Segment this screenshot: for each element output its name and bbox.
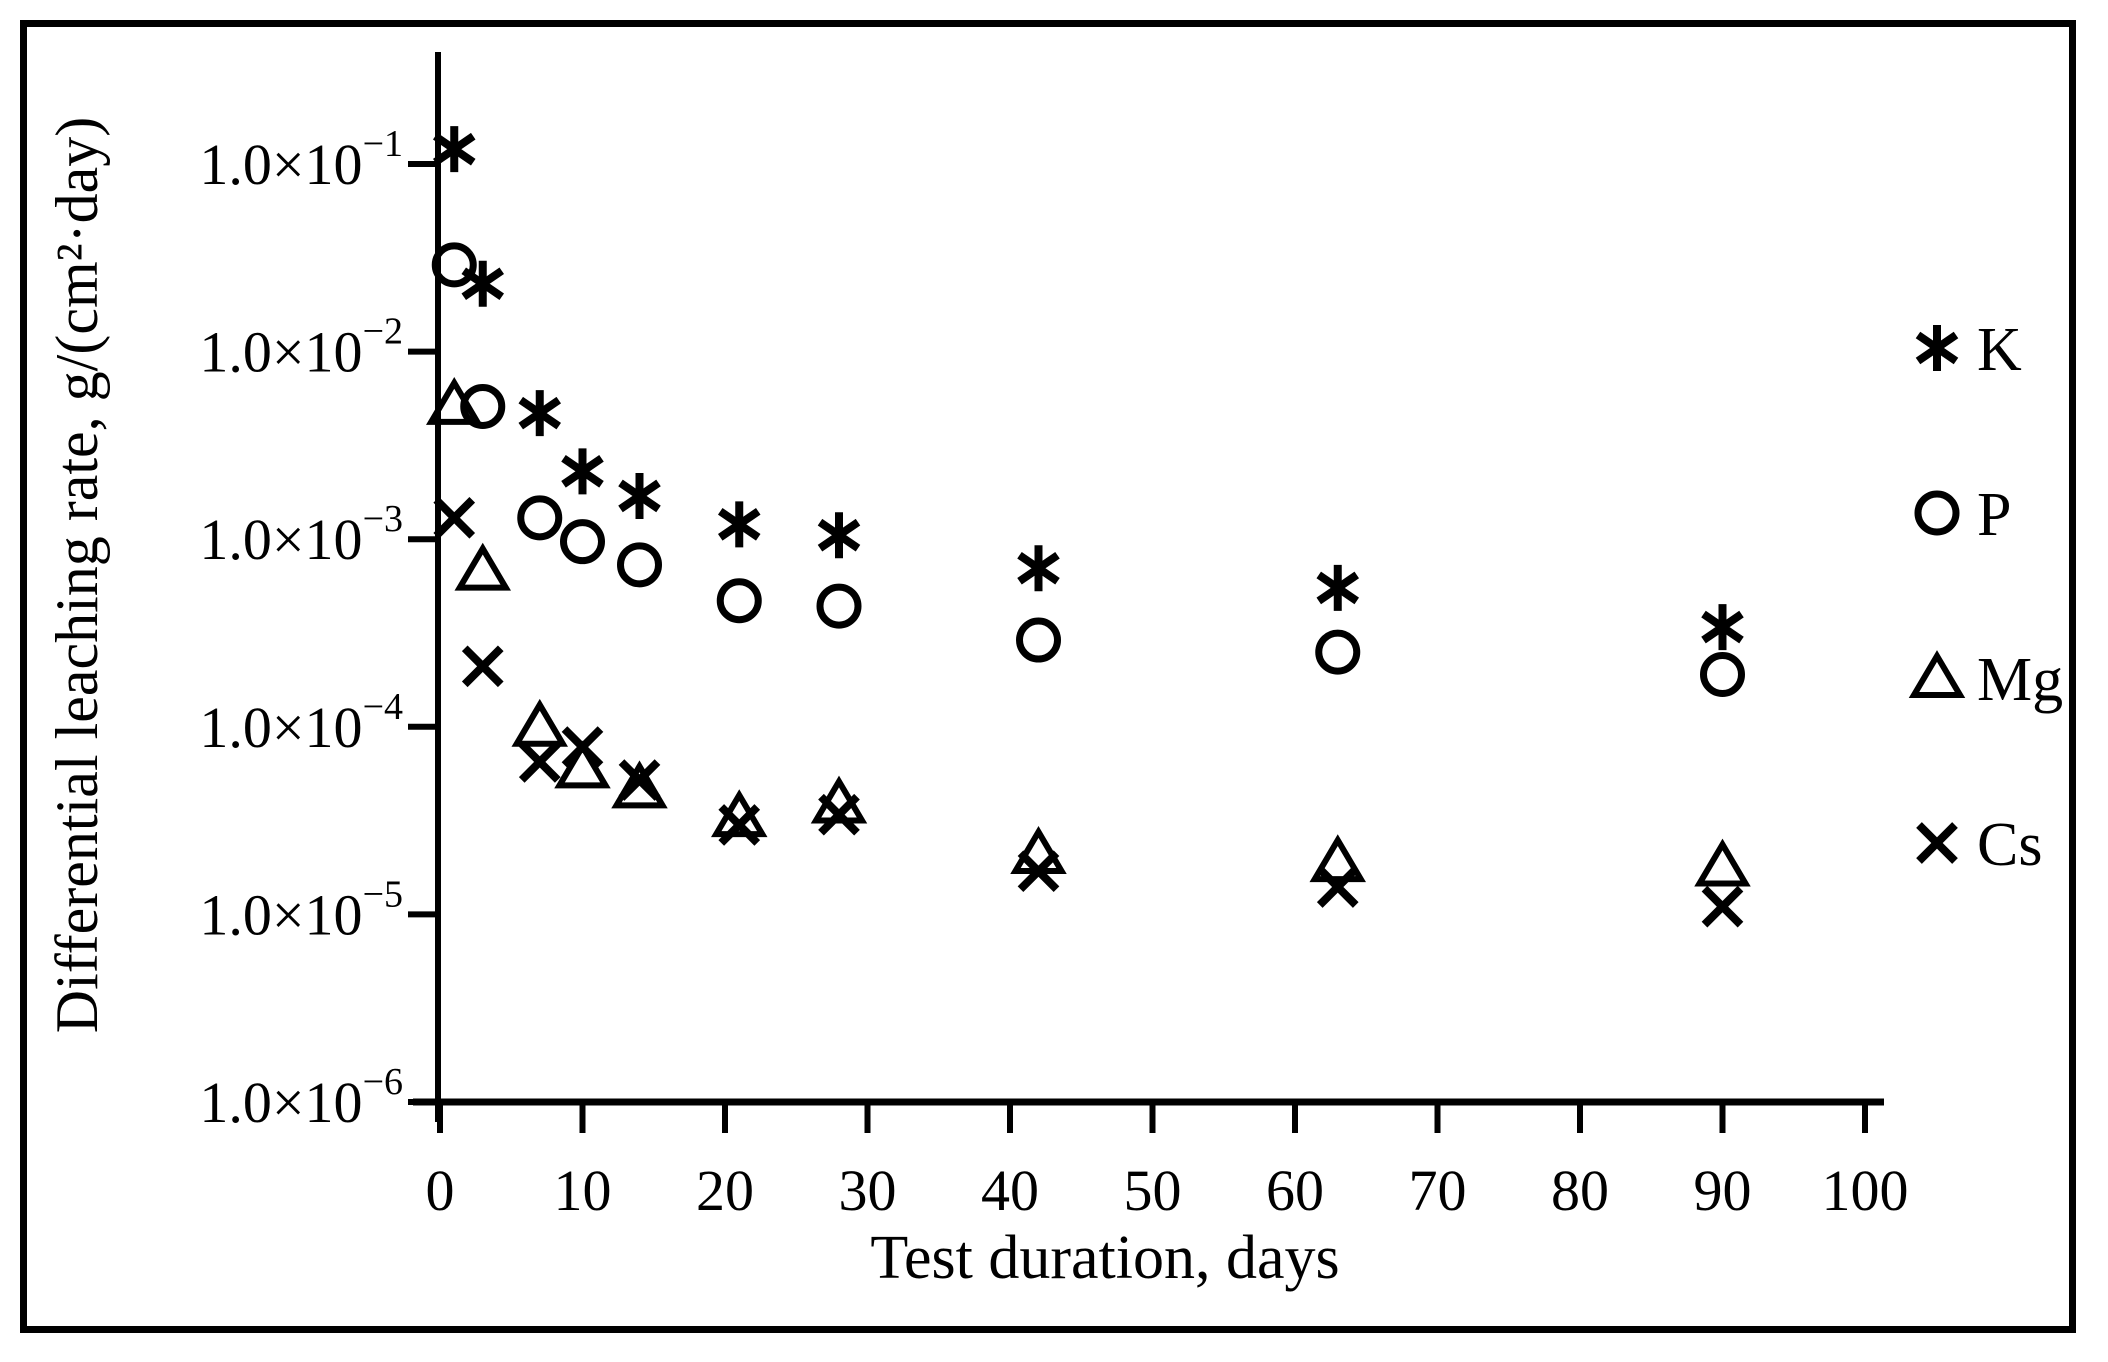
x-tick-label: 50 — [1124, 1158, 1182, 1223]
data-point-P-day63 — [1315, 629, 1361, 675]
x-axis-title: Test duration, days — [870, 1224, 1339, 1292]
x-tick-label: 100 — [1822, 1158, 1909, 1223]
x-tick-label: 40 — [981, 1158, 1039, 1223]
data-point-P-day14 — [617, 542, 662, 588]
data-point-K-day42 — [1017, 545, 1060, 592]
data-point-Cs-day42 — [1017, 850, 1060, 892]
data-point-P-day7 — [517, 495, 563, 541]
data-point-Cs-day10 — [561, 726, 604, 768]
legend-entry-P: P — [1914, 481, 2011, 549]
data-point-K-day1 — [432, 126, 476, 173]
data-point-P-day21 — [716, 578, 762, 624]
legend-label-Cs: Cs — [1977, 811, 2042, 879]
data-point-K-day14 — [618, 472, 661, 519]
y-tick-label: 1.0×10−4 — [199, 686, 403, 760]
legend-label-P: P — [1977, 481, 2011, 549]
legend-marker-circle-icon — [1914, 490, 1960, 536]
data-point-P-day10 — [560, 519, 605, 565]
data-point-P-day1 — [431, 242, 477, 288]
legend-label-Mg: Mg — [1977, 646, 2063, 714]
series-P — [431, 242, 1745, 698]
data-point-Cs-day63 — [1316, 866, 1359, 908]
legend-marker-triangle-icon — [1908, 650, 1966, 698]
x-tick-label: 30 — [839, 1158, 897, 1223]
y-tick-label: 1.0×10−1 — [199, 123, 403, 197]
data-point-Cs-day28 — [818, 793, 860, 836]
y-tick-label: 1.0×10−6 — [199, 1061, 403, 1135]
y-tick-label: 1.0×10−5 — [199, 873, 403, 947]
data-point-K-day3 — [461, 260, 505, 307]
x-tick-label: 60 — [1266, 1158, 1324, 1223]
series-Cs — [433, 496, 1744, 928]
data-point-Mg-day63 — [1309, 834, 1367, 883]
data-point-K-day90 — [1701, 604, 1744, 651]
figure-frame — [20, 20, 2076, 1333]
data-point-Mg-day7 — [511, 698, 569, 747]
data-point-Cs-day1 — [433, 496, 476, 539]
legend-entry-Mg: Mg — [1908, 646, 2063, 714]
legend-label-K: K — [1977, 316, 2022, 384]
y-axis-title: Differential leaching rate, g/(cm²·day) — [44, 117, 110, 1033]
legend-entry-K: K — [1915, 316, 2022, 384]
data-point-Mg-day14 — [611, 760, 668, 809]
data-point-Mg-day90 — [1694, 838, 1751, 887]
x-tick-label: 0 — [426, 1158, 455, 1223]
x-tick-label: 20 — [696, 1158, 754, 1223]
data-point-Mg-day1 — [425, 376, 483, 425]
legend-marker-asterisk-icon — [1915, 325, 1959, 371]
data-point-P-day28 — [816, 583, 862, 629]
data-point-Mg-day3 — [454, 542, 512, 591]
series-Mg — [425, 376, 1751, 887]
x-tick-label: 90 — [1694, 1158, 1752, 1223]
y-tick-label: 1.0×10−2 — [199, 311, 403, 385]
data-point-Cs-day21 — [718, 804, 761, 846]
legend-entry-Cs: Cs — [1916, 811, 2042, 879]
data-point-K-day28 — [817, 512, 861, 559]
x-tick-label: 10 — [554, 1158, 612, 1223]
data-point-K-day10 — [561, 448, 604, 495]
data-point-Mg-day10 — [554, 740, 611, 789]
data-point-P-day3 — [460, 383, 506, 429]
data-point-P-day90 — [1700, 652, 1745, 698]
series-K — [432, 126, 1744, 651]
data-point-K-day21 — [717, 501, 761, 548]
data-point-Cs-day7 — [518, 741, 561, 783]
y-tick-label: 1.0×10−3 — [199, 498, 403, 572]
x-tick-label: 70 — [1409, 1158, 1467, 1223]
data-point-K-day63 — [1316, 564, 1360, 611]
x-tick-label: 80 — [1551, 1158, 1609, 1223]
data-point-Cs-day3 — [461, 645, 504, 688]
data-point-Cs-day14 — [618, 759, 661, 801]
data-point-K-day7 — [518, 390, 562, 437]
data-point-P-day42 — [1016, 617, 1061, 663]
legend-marker-x-icon — [1916, 822, 1958, 864]
data-point-Cs-day90 — [1701, 885, 1744, 928]
